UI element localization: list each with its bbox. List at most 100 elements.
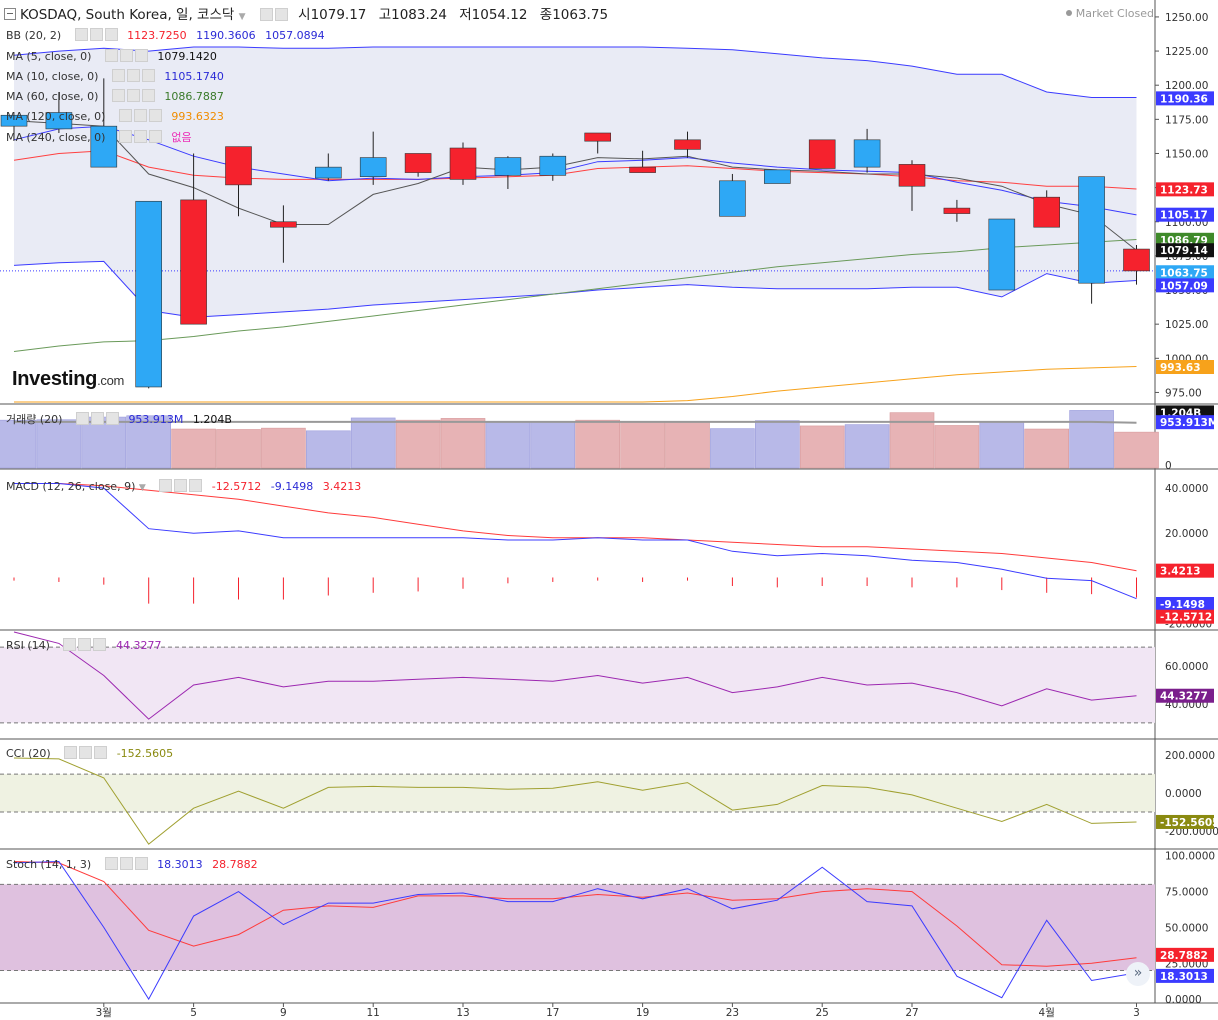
eye-icon[interactable] bbox=[75, 412, 89, 425]
eye-icon[interactable] bbox=[259, 8, 273, 21]
chevron-down-icon[interactable]: ▼ bbox=[238, 12, 246, 22]
candle-body[interactable] bbox=[135, 200, 162, 388]
legend-stoch[interactable]: Stoch (14, 1, 3) 18.3013 28.7882 bbox=[6, 857, 258, 871]
eye-icon[interactable] bbox=[111, 69, 125, 82]
gear-icon[interactable] bbox=[126, 69, 140, 82]
candle-body[interactable] bbox=[539, 155, 567, 176]
time-axis-label: 23 bbox=[726, 1007, 739, 1019]
candle-body[interactable] bbox=[1078, 176, 1105, 284]
gear-icon[interactable] bbox=[119, 857, 133, 870]
legend-macd[interactable]: MACD (12, 26, close, 9) ▼ -12.5712 -9.14… bbox=[6, 479, 362, 493]
close-icon[interactable] bbox=[141, 69, 155, 82]
macd-hist-tag: -12.5712 bbox=[1160, 612, 1212, 624]
legend-volume[interactable]: 거래량 (20) 953.913M 1.204B bbox=[6, 412, 232, 426]
close-icon[interactable] bbox=[189, 479, 203, 492]
legend-rsi[interactable]: RSI (14) 44.3277 bbox=[6, 638, 162, 652]
eye-icon[interactable] bbox=[111, 89, 125, 102]
time-axis-label: 17 bbox=[546, 1007, 559, 1019]
eye-icon[interactable] bbox=[64, 746, 78, 759]
rsi-line bbox=[13, 631, 1137, 720]
gear-icon[interactable] bbox=[174, 479, 188, 492]
eye-icon[interactable] bbox=[104, 49, 118, 62]
close-icon[interactable] bbox=[94, 746, 108, 759]
rsi-tag-bg bbox=[1156, 688, 1214, 703]
candle-body[interactable] bbox=[449, 147, 477, 180]
volume-bar bbox=[350, 417, 396, 469]
volume-bar bbox=[754, 420, 800, 469]
close-icon[interactable] bbox=[105, 412, 119, 425]
candle-body[interactable] bbox=[359, 157, 387, 177]
eye-icon[interactable] bbox=[104, 857, 118, 870]
gear-icon[interactable] bbox=[119, 49, 133, 62]
symbol-title[interactable]: KOSDAQ, South Korea, 일, 코스닥 bbox=[20, 7, 235, 23]
candle-body[interactable] bbox=[629, 166, 656, 173]
eye-icon[interactable] bbox=[118, 130, 132, 143]
volume-bar bbox=[0, 419, 37, 469]
candle-body[interactable] bbox=[988, 218, 1016, 291]
candle-body[interactable] bbox=[584, 132, 612, 142]
candle-body[interactable] bbox=[763, 169, 791, 184]
legend-ma5[interactable]: MA (5, close, 0) 1079.1420 bbox=[6, 49, 217, 63]
gear-icon[interactable] bbox=[89, 28, 103, 41]
gear-icon[interactable] bbox=[79, 746, 93, 759]
close-icon[interactable] bbox=[141, 89, 155, 102]
gear-icon[interactable] bbox=[133, 109, 147, 122]
gear-icon[interactable] bbox=[90, 412, 104, 425]
candle-body[interactable] bbox=[719, 180, 746, 217]
gear-icon[interactable] bbox=[133, 130, 147, 143]
close-tag-bg bbox=[1156, 265, 1214, 280]
legend-ma10[interactable]: MA (10, close, 0) 1105.1740 bbox=[6, 69, 224, 83]
candle-body[interactable] bbox=[225, 146, 252, 186]
candle-body[interactable] bbox=[90, 125, 118, 168]
ma5-tag-bg bbox=[1156, 243, 1214, 258]
close-icon[interactable] bbox=[134, 49, 148, 62]
collapse-icon[interactable] bbox=[4, 8, 16, 20]
time-axis-label: 3 bbox=[1133, 1007, 1140, 1019]
candle-body[interactable] bbox=[898, 164, 926, 187]
candle-body[interactable] bbox=[808, 139, 836, 169]
gear-icon[interactable] bbox=[78, 638, 92, 651]
close-icon[interactable] bbox=[148, 109, 162, 122]
cci-axis-label: 0.0000 bbox=[1165, 788, 1202, 800]
close-icon[interactable] bbox=[148, 130, 162, 143]
legend-ma60[interactable]: MA (60, close, 0) 1086.7887 bbox=[6, 89, 224, 103]
scroll-to-latest-button[interactable]: » bbox=[1126, 962, 1150, 986]
candle-body[interactable] bbox=[180, 199, 207, 325]
candle-body[interactable] bbox=[853, 139, 881, 168]
candle-body[interactable] bbox=[1123, 248, 1150, 272]
legend-ma120[interactable]: MA (120, close, 0) 993.6323 bbox=[6, 109, 224, 123]
candle-body[interactable] bbox=[314, 166, 342, 179]
candle-body[interactable] bbox=[1033, 196, 1060, 228]
legend-bb[interactable]: BB (20, 2) 1123.7250 1190.3606 1057.0894 bbox=[6, 28, 325, 42]
legend-cci[interactable]: CCI (20) -152.5605 bbox=[6, 746, 174, 760]
gear-icon[interactable] bbox=[274, 8, 288, 21]
candle-body[interactable] bbox=[943, 207, 971, 214]
candle-body[interactable] bbox=[0, 114, 28, 127]
eye-icon[interactable] bbox=[74, 28, 88, 41]
ma10-value: 1105.1740 bbox=[164, 70, 224, 83]
candle-body[interactable] bbox=[404, 153, 432, 173]
price-axis-label: 1150.00 bbox=[1165, 148, 1208, 160]
eye-icon[interactable] bbox=[63, 638, 77, 651]
chevron-down-icon[interactable]: ▼ bbox=[138, 483, 146, 493]
close-icon[interactable] bbox=[93, 638, 107, 651]
eye-icon[interactable] bbox=[159, 479, 173, 492]
macd-axis-label: 40.0000 bbox=[1165, 483, 1208, 495]
eye-icon[interactable] bbox=[118, 109, 132, 122]
ma240-value: 없음 bbox=[171, 131, 192, 144]
volume-bar bbox=[1024, 428, 1069, 469]
candle-body[interactable] bbox=[674, 139, 701, 150]
chart-header: KOSDAQ, South Korea, 일, 코스닥 ▼ 시1079.17 고… bbox=[4, 6, 608, 26]
close-icon[interactable] bbox=[104, 28, 118, 41]
time-axis-label: 9 bbox=[280, 1007, 287, 1019]
market-status: Market Closed bbox=[1065, 7, 1154, 20]
close-icon[interactable] bbox=[134, 857, 148, 870]
header-controls[interactable] bbox=[258, 7, 288, 23]
candle-body[interactable] bbox=[45, 112, 73, 130]
candle-body[interactable] bbox=[270, 221, 297, 228]
macd-signal-tag-bg bbox=[1156, 563, 1214, 578]
legend-ma240[interactable]: MA (240, close, 0) 없음 bbox=[6, 130, 192, 144]
gear-icon[interactable] bbox=[126, 89, 140, 102]
candle-body[interactable] bbox=[494, 157, 522, 176]
